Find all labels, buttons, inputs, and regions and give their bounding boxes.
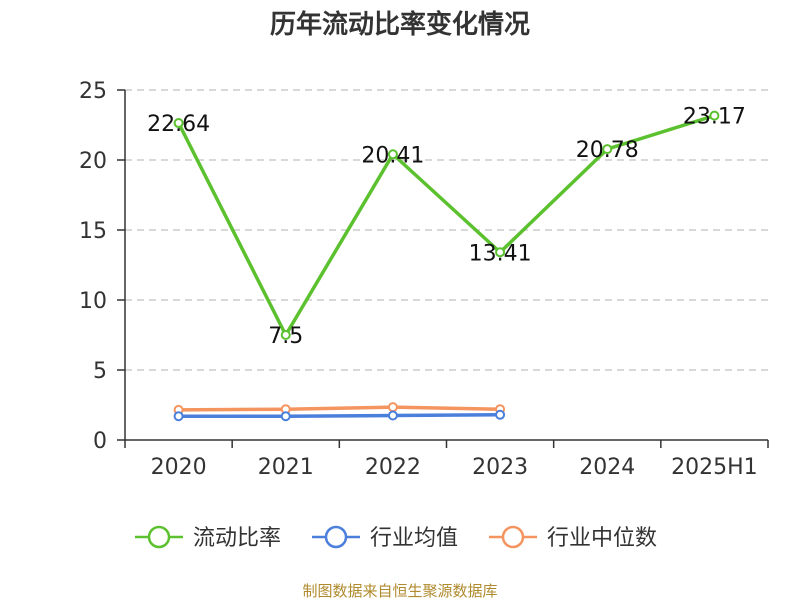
x-tick-label: 2024 [579,455,635,480]
y-tick-label: 20 [79,149,107,174]
data-point[interactable] [387,149,398,160]
x-tick-label: 2023 [472,455,528,480]
source-note: 制图数据来自恒生聚源数据库 [302,582,497,600]
axes: 0 5 10 15 20 25 2020 2021 2022 2023 2024 2025H1 [79,79,769,480]
data-point[interactable] [280,411,291,422]
data-labels: 22.64 7.5 20.41 13.41 20.78 23.17 [147,105,746,349]
y-tick-label: 0 [93,429,107,454]
legend-swatch-marker [324,525,348,549]
y-tick-label: 15 [79,219,107,244]
data-point[interactable] [709,110,720,121]
series-line-2 [178,405,501,412]
data-point[interactable] [387,410,398,421]
legend-label[interactable]: 流动比率 [193,526,281,551]
data-label: 23.17 [683,105,746,130]
series-line-1 [178,413,501,418]
data-point[interactable] [387,402,398,413]
data-point[interactable] [495,409,506,420]
y-tick-label: 10 [79,289,107,314]
data-label: 20.78 [576,138,639,163]
x-tick-label: 2020 [151,455,207,480]
y-tick-label: 25 [79,79,107,104]
legend-label[interactable]: 行业均值 [370,526,458,551]
data-point[interactable] [280,330,291,340]
x-tick-label: 2022 [365,455,421,480]
legend-swatch-marker [501,525,525,549]
data-point[interactable] [173,411,184,422]
x-tick-label: 2021 [258,455,314,480]
data-label: 7.5 [268,324,303,349]
series-lines [173,110,720,422]
data-label: 20.41 [361,143,424,168]
legend-label[interactable]: 行业中位数 [547,526,657,551]
data-point[interactable] [173,118,184,129]
data-label: 22.64 [147,112,210,137]
data-point[interactable] [495,247,506,258]
data-point[interactable] [602,144,613,155]
data-label: 13.41 [469,241,532,266]
chart-title: 历年流动比率变化情况 [270,9,530,40]
x-tick-label: 2025H1 [671,455,758,480]
y-tick-label: 5 [93,359,107,384]
series-line-0 [177,113,715,337]
legend-swatch-marker [147,525,171,549]
legend: 流动比率 行业均值 行业中位数 [135,525,657,551]
gridlines [125,89,768,371]
